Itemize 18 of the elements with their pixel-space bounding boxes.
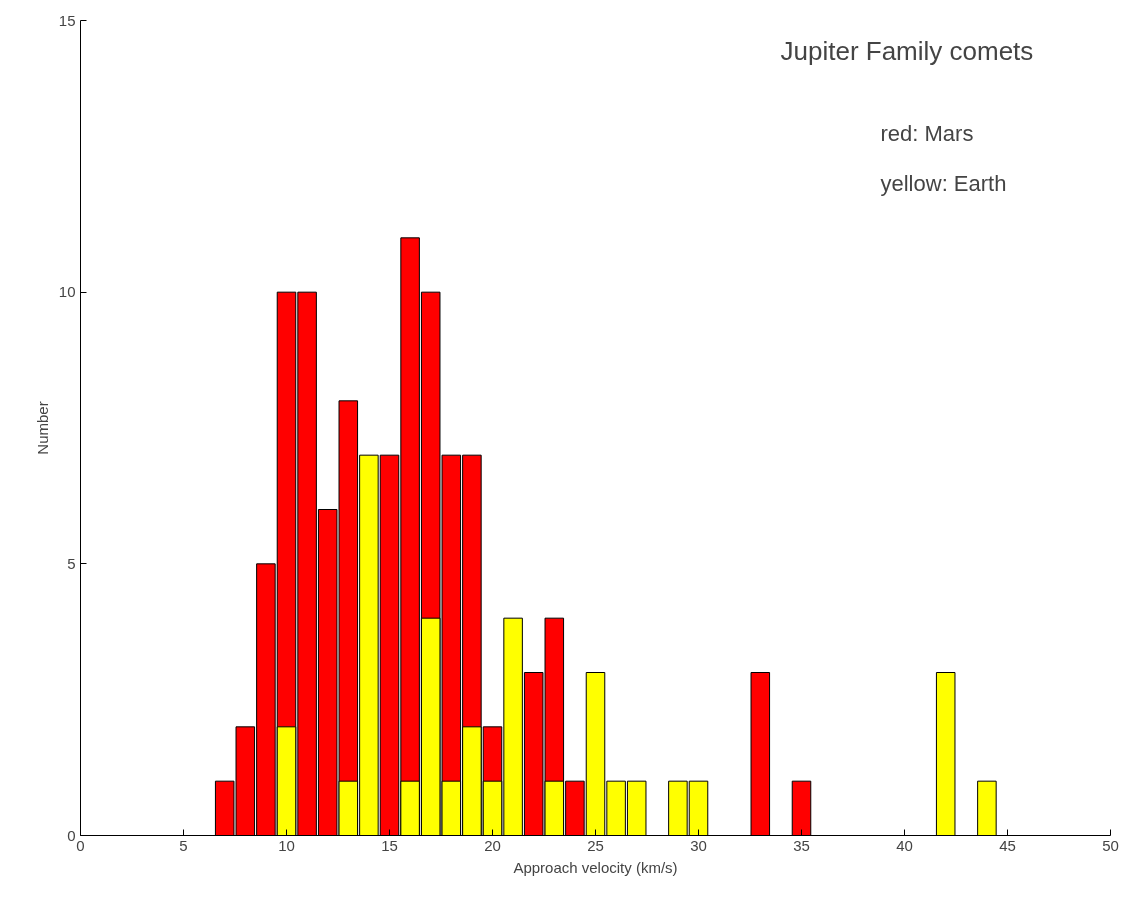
annotation: Jupiter Family comets bbox=[780, 35, 1034, 66]
y-tick-label: 5 bbox=[67, 554, 76, 572]
x-tick-label: 50 bbox=[1102, 836, 1119, 854]
x-tick-label: 25 bbox=[587, 836, 604, 854]
x-tick-label: 10 bbox=[278, 836, 295, 854]
x-tick-label: 20 bbox=[484, 836, 501, 854]
y-axis-title: Number bbox=[33, 401, 51, 455]
x-tick-label: 45 bbox=[999, 836, 1016, 854]
annotation: yellow: Earth bbox=[880, 170, 1007, 196]
x-tick-label: 5 bbox=[179, 836, 188, 854]
x-tick-label: 15 bbox=[381, 836, 398, 854]
annotation: red: Mars bbox=[880, 120, 974, 146]
y-tick-label: 10 bbox=[58, 283, 76, 301]
x-tick-label: 35 bbox=[793, 836, 810, 854]
x-tick-label: 30 bbox=[690, 836, 707, 854]
x-axis-title: Approach velocity (km/s) bbox=[513, 858, 678, 876]
y-tick-label: 15 bbox=[58, 11, 76, 29]
x-tick-label: 40 bbox=[896, 836, 913, 854]
